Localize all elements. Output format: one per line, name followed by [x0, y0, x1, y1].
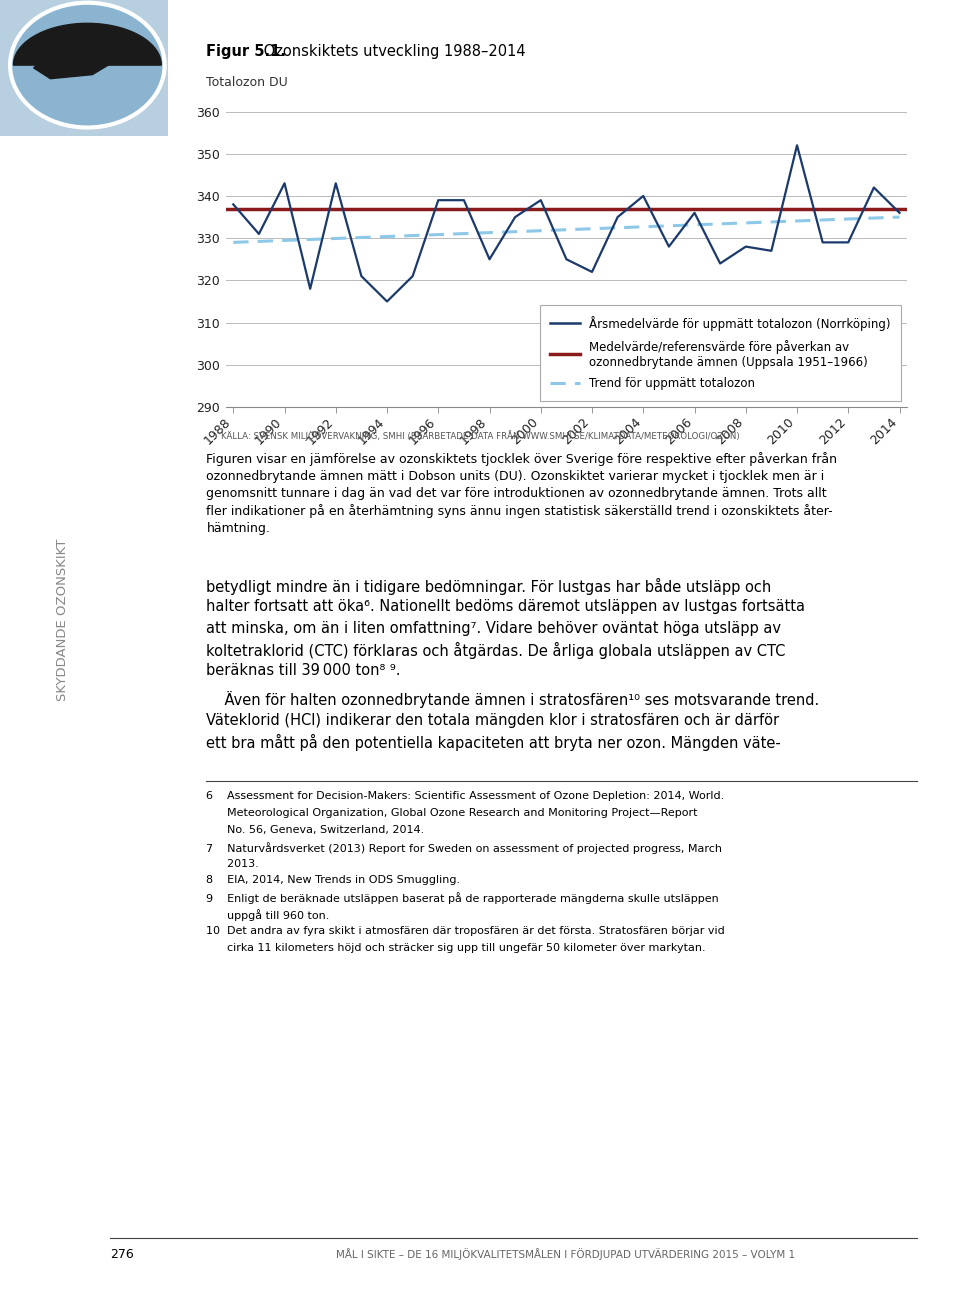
Text: 8    EIA, 2014, New Trends in ODS Smuggling.: 8 EIA, 2014, New Trends in ODS Smuggling…: [206, 876, 461, 885]
Text: Meteorological Organization, Global Ozone Research and Monitoring Project—Report: Meteorological Organization, Global Ozon…: [206, 809, 698, 818]
Legend: Årsmedelvärde för uppmätt totalozon (Norrköping), Medelvärde/referensvärde före : Årsmedelvärde för uppmätt totalozon (Nor…: [540, 305, 901, 401]
Text: ett bra mått på den potentiella kapaciteten att bryta ner ozon. Mängden väte-: ett bra mått på den potentiella kapacite…: [206, 734, 781, 751]
Text: 10  Det andra av fyra skikt i atmosfären där troposfären är det första. Stratosf: 10 Det andra av fyra skikt i atmosfären …: [206, 925, 725, 935]
Text: hämtning.: hämtning.: [206, 522, 271, 535]
Text: Figur 5.1.: Figur 5.1.: [206, 44, 286, 59]
Text: KÄLLA: SVENSK MILJÖÖVERVAKNING, SMHI (BEARBETADE DATA FRÅN WWW.SMHI.SE/KLIMATDAT: KÄLLA: SVENSK MILJÖÖVERVAKNING, SMHI (BE…: [221, 430, 739, 441]
Text: Även för halten ozonnedbrytande ämnen i stratosfären¹⁰ ses motsvarande trend.: Även för halten ozonnedbrytande ämnen i …: [206, 691, 820, 708]
Text: beräknas till 39 000 ton⁸ ⁹.: beräknas till 39 000 ton⁸ ⁹.: [206, 664, 401, 678]
Text: ozonnedbrytande ämnen mätt i Dobson units (DU). Ozonskiktet varierar mycket i tj: ozonnedbrytande ämnen mätt i Dobson unit…: [206, 469, 825, 483]
Polygon shape: [34, 30, 126, 79]
Text: 7    Naturvårdsverket (2013) Report for Sweden on assessment of projected progre: 7 Naturvårdsverket (2013) Report for Swe…: [206, 842, 722, 854]
Text: 6    Assessment for Decision-Makers: Scientific Assessment of Ozone Depletion: 2: 6 Assessment for Decision-Makers: Scient…: [206, 791, 725, 801]
Circle shape: [10, 3, 165, 128]
Text: halter fortsatt att öka⁶. Nationellt bedöms däremot utsläppen av lustgas fortsät: halter fortsatt att öka⁶. Nationellt bed…: [206, 599, 805, 615]
Text: No. 56, Geneva, Switzerland, 2014.: No. 56, Geneva, Switzerland, 2014.: [206, 826, 424, 835]
Text: Figuren visar en jämförelse av ozonskiktets tjocklek över Sverige före respektiv: Figuren visar en jämförelse av ozonskikt…: [206, 452, 837, 466]
Text: 2013.: 2013.: [206, 859, 259, 868]
Polygon shape: [13, 23, 161, 65]
Text: 276: 276: [110, 1248, 134, 1261]
Text: fler indikationer på en återhämtning syns ännu ingen statistisk säkerställd tren: fler indikationer på en återhämtning syn…: [206, 504, 833, 518]
Text: Totalozon DU: Totalozon DU: [206, 76, 288, 89]
Text: koltetraklorid (CTC) förklaras och åtgärdas. De årliga globala utsläppen av CTC: koltetraklorid (CTC) förklaras och åtgär…: [206, 642, 786, 659]
Text: uppgå till 960 ton.: uppgå till 960 ton.: [206, 910, 330, 921]
Text: cirka 11 kilometers höjd och sträcker sig upp till ungefär 50 kilometer över mar: cirka 11 kilometers höjd och sträcker si…: [206, 943, 706, 952]
Text: SKYDDANDE OZONSKIKT: SKYDDANDE OZONSKIKT: [56, 539, 69, 702]
Text: att minska, om än i liten omfattning⁷. Vidare behöver oväntat höga utsläpp av: att minska, om än i liten omfattning⁷. V…: [206, 621, 781, 636]
Text: Väteklorid (HCl) indikerar den totala mängden klor i stratosfären och är därför: Väteklorid (HCl) indikerar den totala mä…: [206, 713, 780, 727]
Text: Ozonskiktets utveckling 1988–2014: Ozonskiktets utveckling 1988–2014: [259, 44, 526, 59]
Text: genomsnitt tunnare i dag än vad det var före introduktionen av ozonnedbrytande ä: genomsnitt tunnare i dag än vad det var …: [206, 487, 827, 500]
Text: MÅL I SIKTE – DE 16 MILJÖKVALITETSMÅLEN I FÖRDJUPAD UTVÄRDERING 2015 – VOLYM 1: MÅL I SIKTE – DE 16 MILJÖKVALITETSMÅLEN …: [336, 1248, 795, 1260]
Text: 9    Enligt de beräknade utsläppen baserat på de rapporterade mängderna skulle u: 9 Enligt de beräknade utsläppen baserat …: [206, 893, 719, 904]
Text: betydligt mindre än i tidigare bedömningar. För lustgas har både utsläpp och: betydligt mindre än i tidigare bedömning…: [206, 578, 772, 596]
